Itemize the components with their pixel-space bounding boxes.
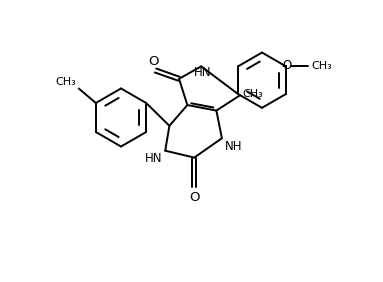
Text: NH: NH bbox=[225, 140, 243, 153]
Text: CH₃: CH₃ bbox=[311, 61, 332, 71]
Text: O: O bbox=[189, 191, 200, 204]
Text: HN: HN bbox=[193, 66, 211, 79]
Text: O: O bbox=[282, 59, 291, 72]
Text: CH₃: CH₃ bbox=[56, 77, 77, 87]
Text: HN: HN bbox=[144, 152, 162, 165]
Text: O: O bbox=[148, 55, 159, 68]
Text: CH₃: CH₃ bbox=[242, 89, 263, 99]
